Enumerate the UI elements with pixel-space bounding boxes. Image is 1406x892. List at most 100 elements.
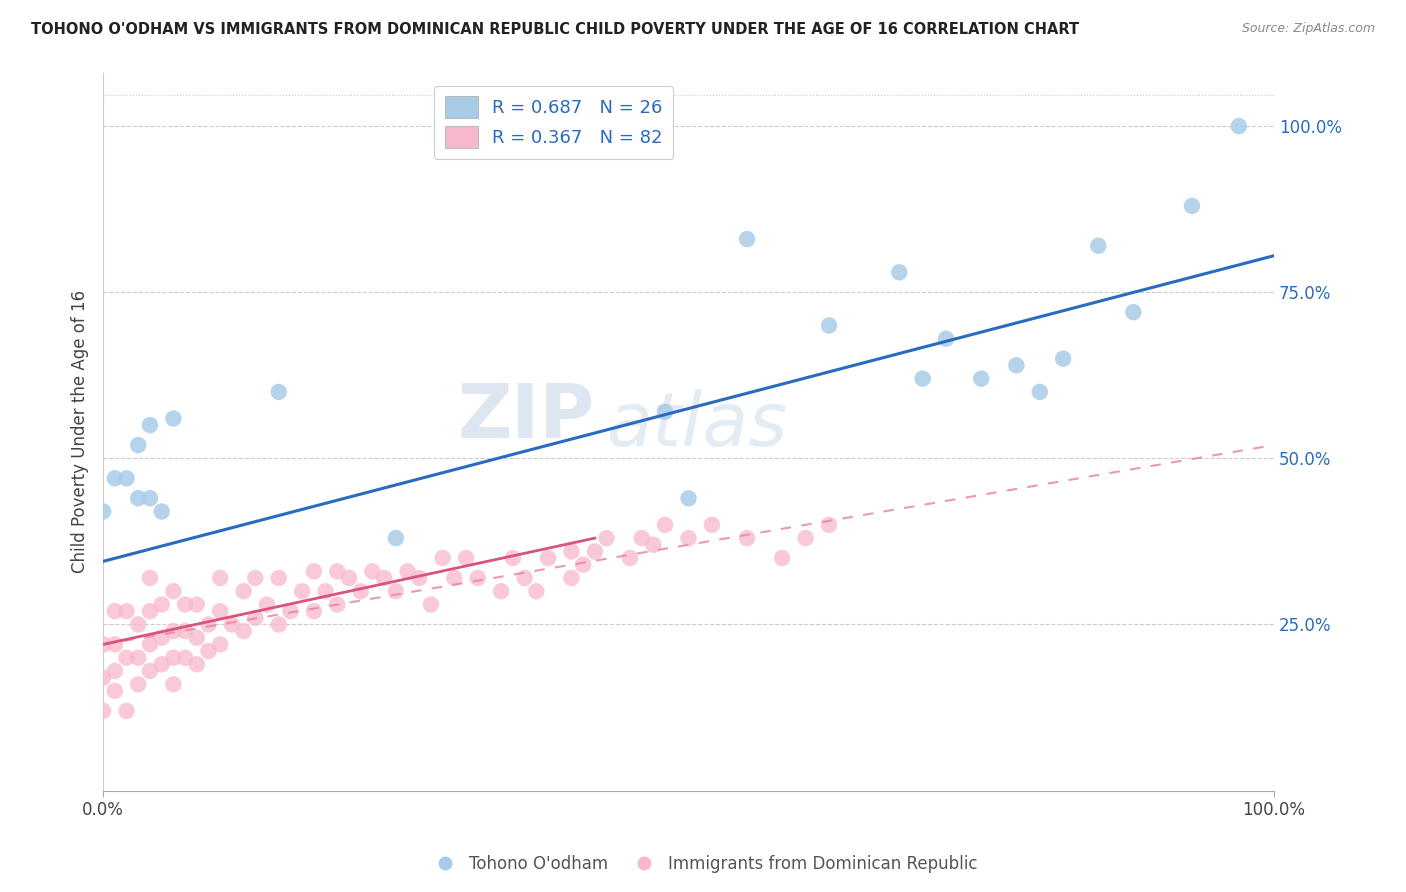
Point xyxy=(245,571,267,585)
Point xyxy=(420,598,443,612)
Point xyxy=(91,671,114,685)
Point xyxy=(115,650,138,665)
Point xyxy=(630,531,652,545)
Point xyxy=(595,531,617,545)
Point xyxy=(139,664,162,678)
Point xyxy=(139,418,162,433)
Point xyxy=(643,538,665,552)
Point xyxy=(162,677,184,691)
Point xyxy=(267,384,290,399)
Point xyxy=(1227,119,1250,133)
Point xyxy=(735,531,758,545)
Point xyxy=(139,571,162,585)
Point xyxy=(935,332,957,346)
Point xyxy=(209,604,232,618)
Point xyxy=(127,650,149,665)
Point xyxy=(560,571,582,585)
Point xyxy=(385,584,408,599)
Point xyxy=(162,584,184,599)
Point xyxy=(139,604,162,618)
Point xyxy=(889,265,911,279)
Point xyxy=(1052,351,1074,366)
Point xyxy=(209,571,232,585)
Point xyxy=(1005,359,1028,373)
Point xyxy=(104,684,127,698)
Point xyxy=(467,571,489,585)
Point xyxy=(970,371,993,385)
Point xyxy=(162,411,184,425)
Point xyxy=(174,624,197,639)
Point xyxy=(139,637,162,651)
Point xyxy=(127,438,149,452)
Point xyxy=(267,571,290,585)
Point xyxy=(560,544,582,558)
Point xyxy=(291,584,314,599)
Point xyxy=(572,558,595,572)
Point xyxy=(513,571,536,585)
Point xyxy=(700,517,723,532)
Point xyxy=(326,565,349,579)
Point xyxy=(302,565,325,579)
Point xyxy=(232,624,254,639)
Point xyxy=(524,584,547,599)
Point xyxy=(221,617,243,632)
Point xyxy=(443,571,465,585)
Point xyxy=(127,491,149,506)
Point xyxy=(104,664,127,678)
Point xyxy=(267,617,290,632)
Point xyxy=(794,531,817,545)
Point xyxy=(315,584,337,599)
Point xyxy=(337,571,360,585)
Point xyxy=(186,631,208,645)
Point xyxy=(537,551,560,566)
Point xyxy=(654,405,676,419)
Point xyxy=(209,637,232,651)
Point xyxy=(115,704,138,718)
Point xyxy=(150,504,173,518)
Point xyxy=(104,604,127,618)
Point xyxy=(127,677,149,691)
Point xyxy=(489,584,512,599)
Point xyxy=(454,551,477,566)
Point xyxy=(245,611,267,625)
Text: ZIP: ZIP xyxy=(457,381,595,454)
Y-axis label: Child Poverty Under the Age of 16: Child Poverty Under the Age of 16 xyxy=(72,290,89,574)
Point xyxy=(818,517,841,532)
Point xyxy=(150,598,173,612)
Legend: R = 0.687   N = 26, R = 0.367   N = 82: R = 0.687 N = 26, R = 0.367 N = 82 xyxy=(434,86,673,159)
Point xyxy=(256,598,278,612)
Point xyxy=(150,631,173,645)
Point xyxy=(408,571,430,585)
Text: Source: ZipAtlas.com: Source: ZipAtlas.com xyxy=(1241,22,1375,36)
Legend: Tohono O'odham, Immigrants from Dominican Republic: Tohono O'odham, Immigrants from Dominica… xyxy=(422,848,984,880)
Point xyxy=(174,650,197,665)
Point xyxy=(1122,305,1144,319)
Point xyxy=(186,598,208,612)
Point xyxy=(197,644,219,658)
Point xyxy=(385,531,408,545)
Point xyxy=(361,565,384,579)
Point xyxy=(619,551,641,566)
Point xyxy=(115,471,138,485)
Point xyxy=(280,604,302,618)
Point xyxy=(115,604,138,618)
Point xyxy=(91,504,114,518)
Point xyxy=(127,617,149,632)
Point xyxy=(432,551,454,566)
Point xyxy=(197,617,219,632)
Point xyxy=(583,544,606,558)
Point xyxy=(818,318,841,333)
Point xyxy=(326,598,349,612)
Point xyxy=(1181,199,1204,213)
Point xyxy=(150,657,173,672)
Point xyxy=(350,584,373,599)
Text: TOHONO O'ODHAM VS IMMIGRANTS FROM DOMINICAN REPUBLIC CHILD POVERTY UNDER THE AGE: TOHONO O'ODHAM VS IMMIGRANTS FROM DOMINI… xyxy=(31,22,1078,37)
Point xyxy=(232,584,254,599)
Point xyxy=(735,232,758,246)
Point xyxy=(174,598,197,612)
Point xyxy=(396,565,419,579)
Point xyxy=(678,491,700,506)
Point xyxy=(104,471,127,485)
Point xyxy=(911,371,934,385)
Point xyxy=(162,624,184,639)
